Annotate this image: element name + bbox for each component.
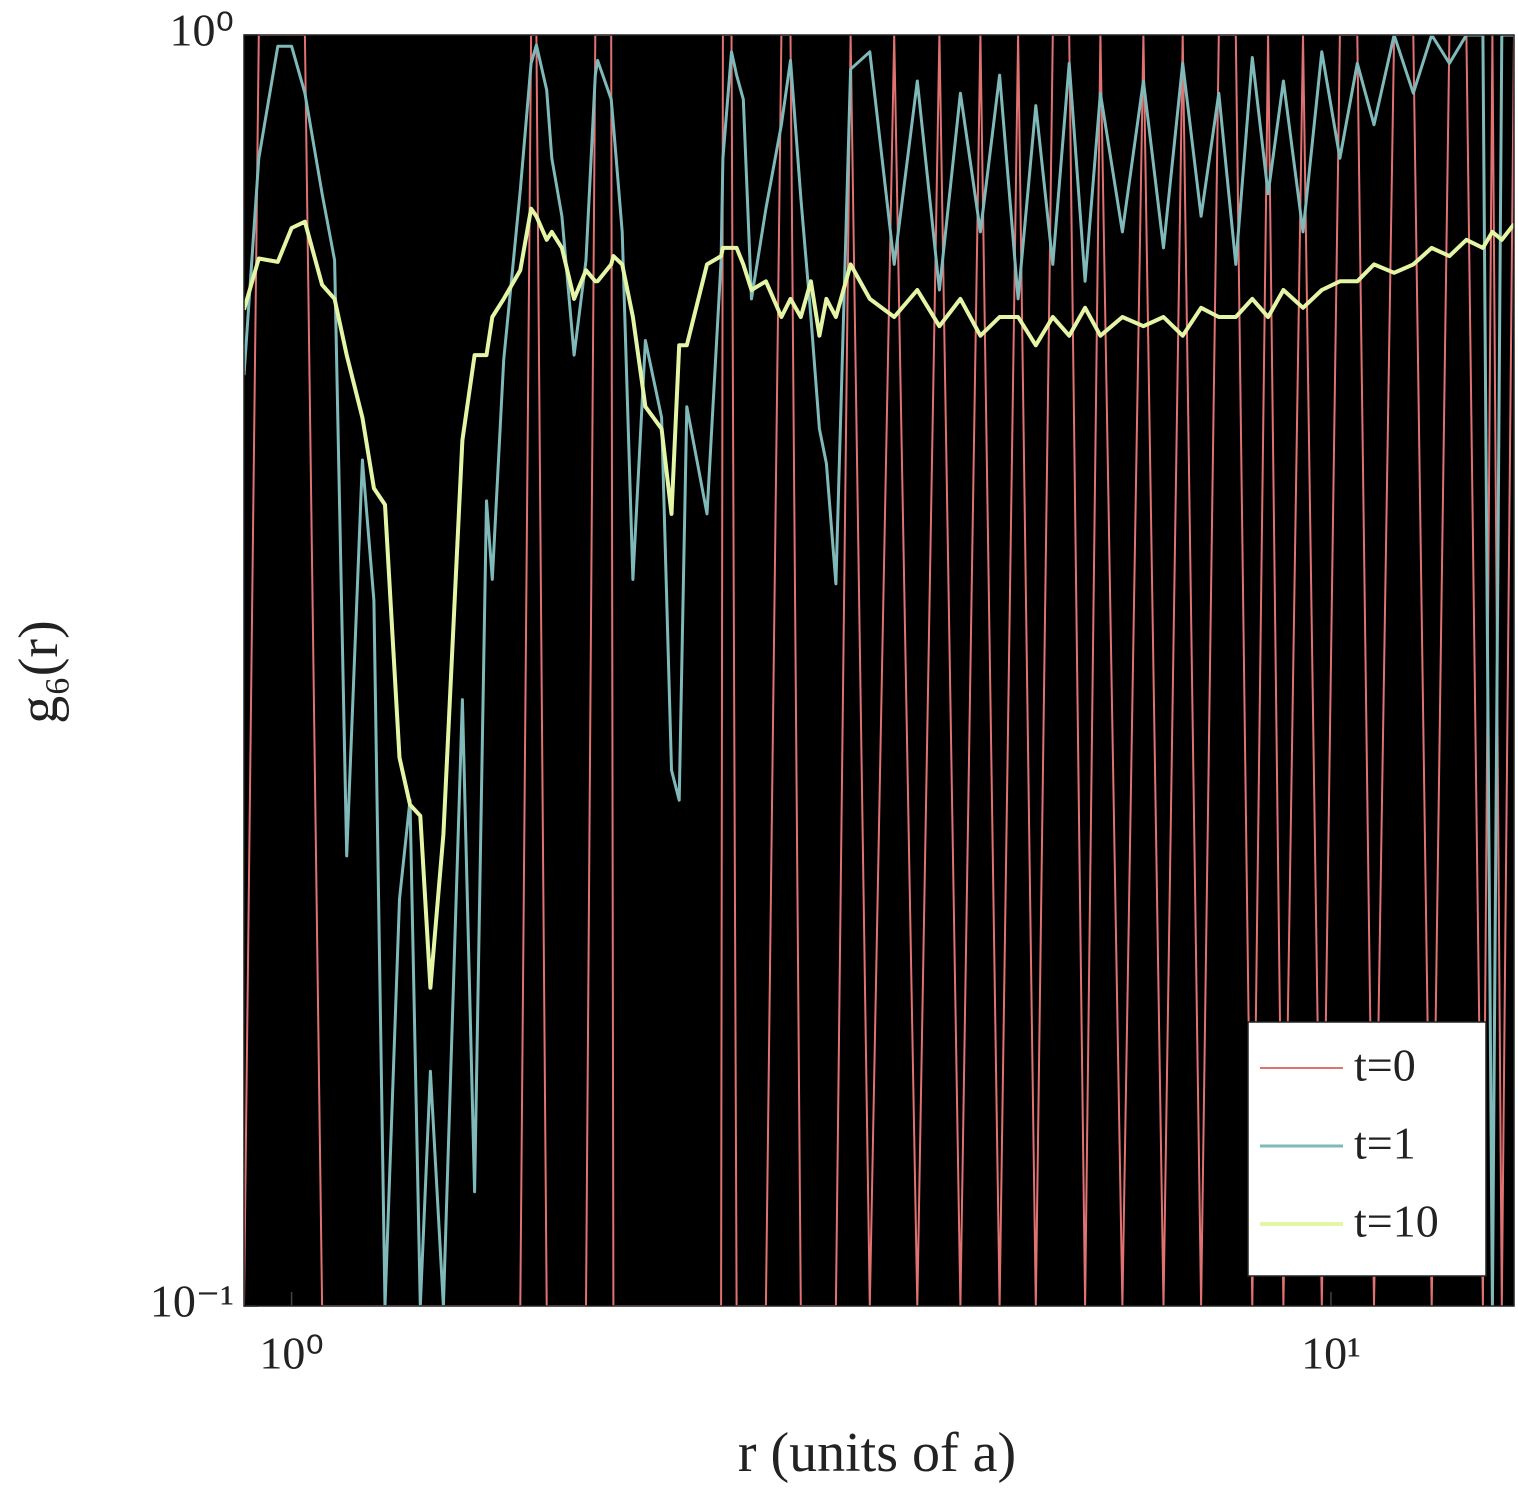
y-tick-label: 10⁻¹ [150,1276,234,1327]
x-axis-label: r (units of a) [738,1422,1016,1484]
legend-label: t=1 [1354,1118,1416,1169]
y-tick-label: 10⁰ [170,5,234,56]
legend-label: t=0 [1354,1040,1416,1091]
x-tick-label: 10¹ [1301,1328,1361,1379]
legend-box [1247,1021,1487,1277]
x-tick-label: 10⁰ [259,1328,323,1379]
series-line [244,206,1514,990]
plot-frame [243,34,1515,1307]
series-line [244,35,1514,1306]
series-line [244,35,1514,1306]
legend-label: t=10 [1354,1196,1439,1247]
y-axis-label: g₆(r) [8,620,70,723]
plot-lines [244,35,1514,1306]
